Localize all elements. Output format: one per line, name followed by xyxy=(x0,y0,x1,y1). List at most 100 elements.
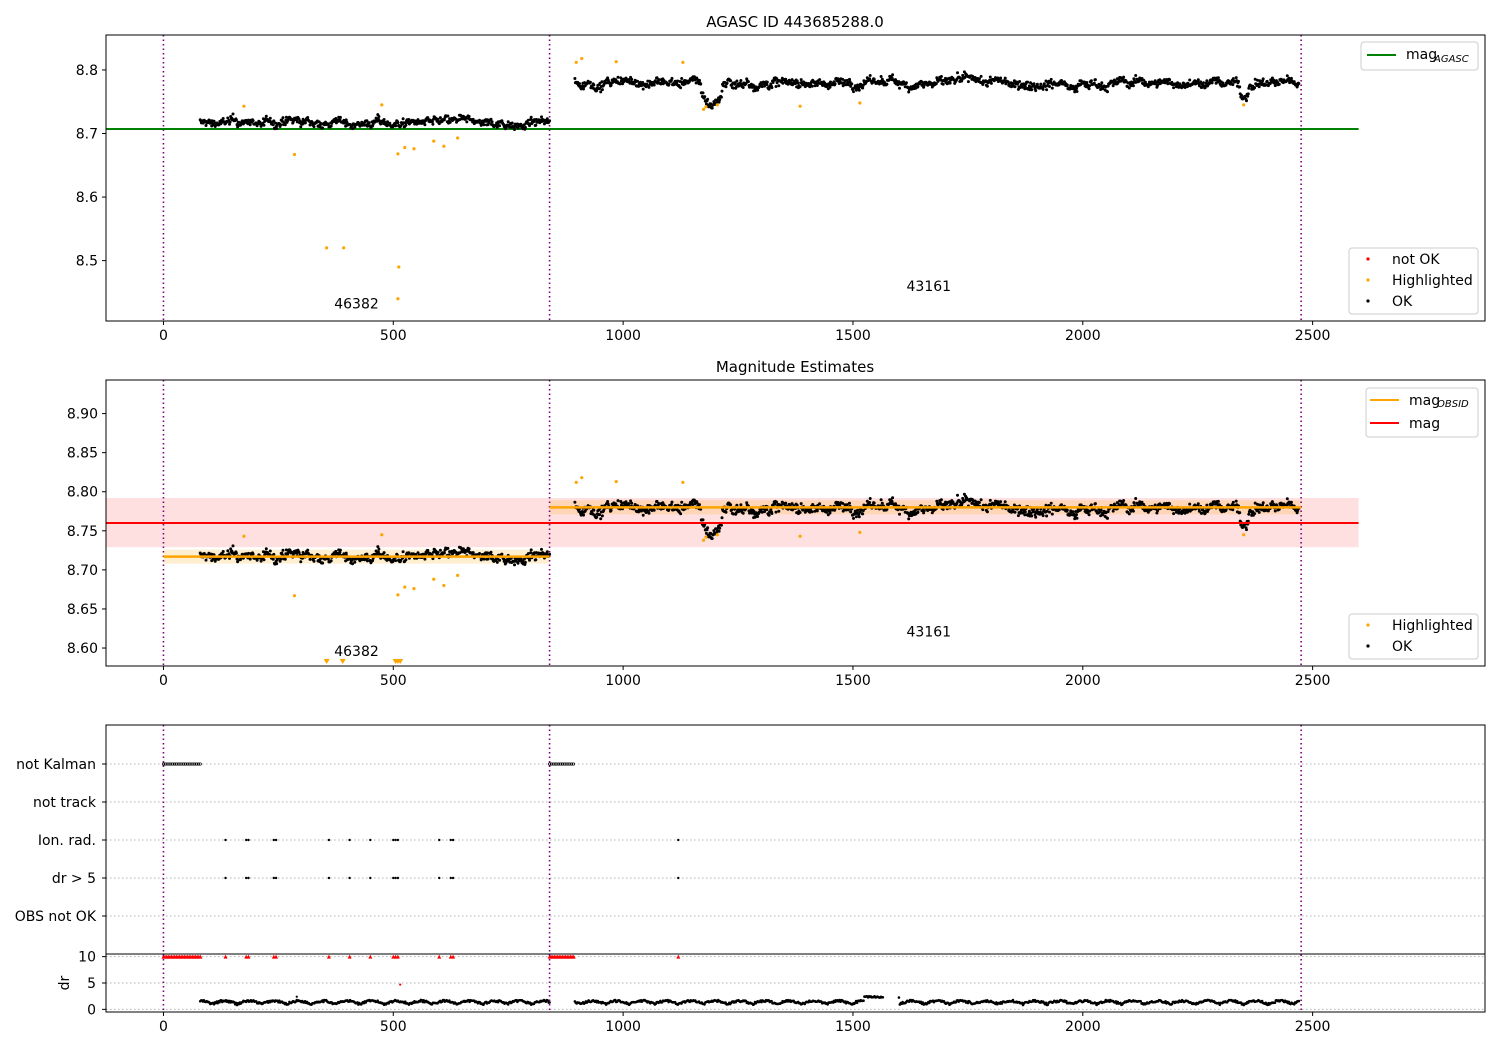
p1-ok-point xyxy=(636,79,639,83)
p1-ok-point xyxy=(695,77,699,81)
p2-ytick-label: 8.80 xyxy=(67,485,98,501)
p2-ok-point xyxy=(582,513,585,517)
p3-dr-point xyxy=(1044,1001,1048,1005)
p2-ok-point xyxy=(1035,507,1039,511)
p2-ok-point xyxy=(248,557,252,561)
p1-ok-point xyxy=(221,117,225,120)
p1-highlighted-point xyxy=(580,56,584,61)
p2-ok-point xyxy=(377,547,381,551)
p2-ok-point xyxy=(600,514,604,518)
p1-highlighted-point xyxy=(701,107,706,111)
p3-dr-ytick-label: 0 xyxy=(87,1002,96,1018)
p1-ok-point xyxy=(1127,86,1131,90)
p1-ok-point xyxy=(582,87,585,91)
p3-flag-marker xyxy=(549,762,553,766)
p2-ok-point xyxy=(765,508,769,512)
p2-ok-point xyxy=(404,558,408,562)
p1-ok-point xyxy=(599,90,603,94)
p3-dr-point xyxy=(1064,999,1068,1003)
p1-highlighted-point xyxy=(715,103,719,107)
p1-ok-point xyxy=(1065,83,1069,87)
p2-ok-point xyxy=(767,513,771,517)
p2-ok-point xyxy=(1197,509,1201,513)
p3-flag-label: not track xyxy=(33,795,97,811)
p2-ok-point xyxy=(1027,509,1031,513)
p2-ok-point xyxy=(872,501,876,505)
p2-ok-point xyxy=(495,560,499,564)
p2-ok-point xyxy=(489,550,493,554)
p2-ok-point xyxy=(698,503,701,507)
p2-ok-point xyxy=(299,560,303,564)
p1-ok-point xyxy=(981,83,985,86)
p3-flag-marker xyxy=(165,762,169,766)
p1-ok-point xyxy=(1210,81,1214,85)
p2-ok-point xyxy=(374,549,378,553)
p2-ok-point xyxy=(351,562,354,566)
p1-highlighted-point xyxy=(456,136,460,140)
p2-obsid-label: 43161 xyxy=(907,624,952,640)
p2-ok-point xyxy=(513,563,516,567)
p2-ok-point xyxy=(818,502,822,506)
p2-ok-point xyxy=(306,548,310,552)
p2-ok-point xyxy=(573,500,577,504)
p1-ok-point xyxy=(351,127,354,131)
p2-ok-point xyxy=(302,552,306,556)
p3-dr-point xyxy=(703,1003,706,1006)
p2-ok-point xyxy=(652,508,656,512)
p1-ok-point xyxy=(1039,82,1043,86)
p3-flag-marker xyxy=(396,876,400,880)
p1-ok-point xyxy=(977,77,981,81)
p1-ok-point xyxy=(904,81,908,85)
p1-ok-point xyxy=(513,128,516,131)
p2-ok-point xyxy=(777,509,781,513)
p2-1-xtick-label: 2000 xyxy=(1065,673,1101,689)
p1-ok-point xyxy=(1246,92,1250,96)
p1-ok-point xyxy=(714,98,718,102)
p2-ok-point xyxy=(880,501,884,505)
p1-ok-point xyxy=(284,115,288,119)
p2-ok-point xyxy=(795,503,799,507)
p1-ok-point xyxy=(833,82,837,86)
panel-mag-frame xyxy=(105,379,1486,667)
p2-ok-point xyxy=(981,508,985,512)
p2-ok-point xyxy=(334,549,338,553)
p2-clipped-marker xyxy=(339,659,346,664)
p2-legend-label: mag xyxy=(1409,393,1440,409)
p1-ok-point xyxy=(698,78,701,82)
p2-ok-point xyxy=(1257,510,1261,514)
p2-ok-point xyxy=(284,548,288,552)
p2-ok-point xyxy=(868,501,872,504)
p3-flag-marker xyxy=(560,762,564,766)
p1-ok-point xyxy=(353,125,357,129)
p1-ok-point xyxy=(467,115,471,118)
p1-ok-point xyxy=(308,123,312,127)
p1-ok-point xyxy=(1245,99,1248,103)
p3-flag-marker xyxy=(570,762,574,766)
p1-ok-point xyxy=(818,78,822,82)
p1-ok-point xyxy=(701,91,705,95)
p2-ok-point xyxy=(729,503,733,507)
p3-flag-marker xyxy=(564,762,568,766)
p1-ok-point xyxy=(382,118,386,121)
p2-ok-point xyxy=(438,548,442,552)
p1-ok-point xyxy=(1237,79,1240,83)
p1-ok-point xyxy=(1202,81,1205,85)
p1-ok-point xyxy=(487,121,491,125)
p1-ok-point xyxy=(1093,78,1097,82)
p2-ok-point xyxy=(988,498,992,502)
p1-ok-point xyxy=(1048,85,1051,88)
p3-flag-marker xyxy=(172,762,177,766)
p1-ok-point xyxy=(1188,78,1192,82)
p2-ok-point xyxy=(810,510,814,514)
p2-ok-point xyxy=(529,551,533,555)
p2-ok-point xyxy=(641,513,645,517)
p1-ok-point xyxy=(670,76,674,80)
p1-ok-point xyxy=(423,123,427,127)
p2-ok-point xyxy=(1273,509,1277,513)
p1-ok-point xyxy=(897,80,901,84)
p1-ok-point xyxy=(760,85,764,89)
p2-ok-point xyxy=(849,510,853,514)
p3-dr-point xyxy=(855,1001,859,1005)
p1-ok-point xyxy=(679,86,683,90)
p2-highlighted-point xyxy=(580,476,584,480)
